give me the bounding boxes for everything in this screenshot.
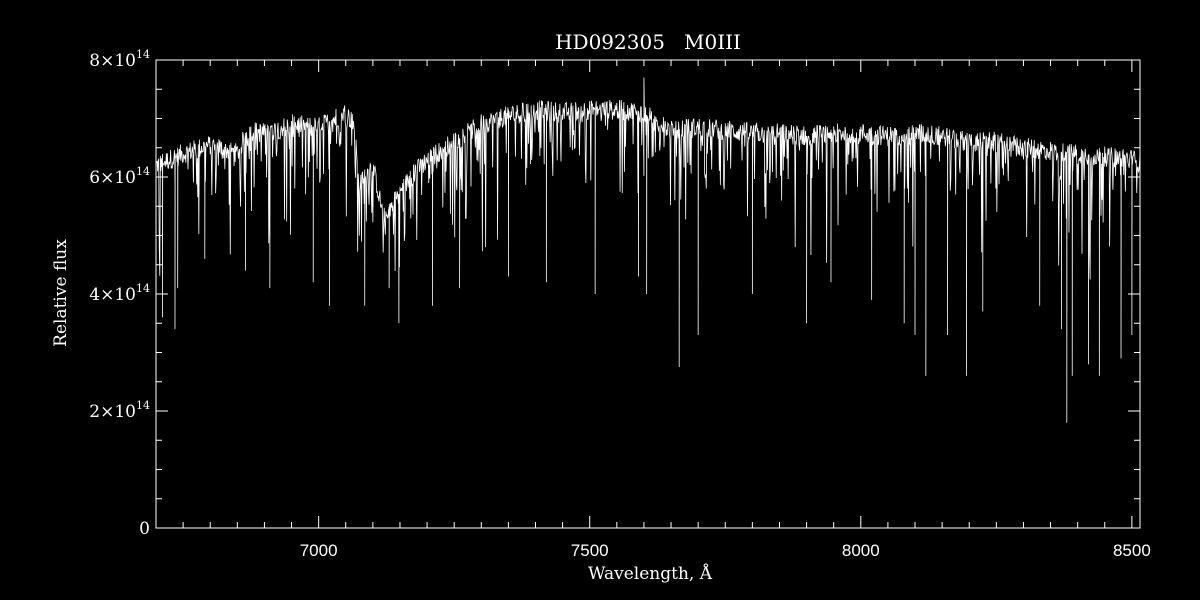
plot-axes: 7000 7500 8000 850002×10144×10146×10148×101… — [89, 48, 1150, 560]
y-tick-label: 4×1014 — [89, 282, 150, 305]
y-tick-mantissa: 6×10 — [89, 168, 136, 188]
y-tick-exponent: 14 — [136, 165, 150, 178]
y-tick-mantissa: 2×10 — [89, 402, 136, 422]
y-tick-label: 0 — [139, 519, 150, 539]
chart-title-star: HD092305 — [555, 30, 665, 54]
x-tick-label: 7000 — [300, 541, 338, 560]
y-axis-label: Relative flux — [51, 239, 71, 347]
y-tick-mantissa: 0 — [139, 519, 150, 539]
y-tick-exponent: 14 — [136, 282, 150, 295]
x-tick-label: 8500 — [1113, 541, 1151, 560]
spectrum-series — [155, 77, 1141, 423]
chart-title-sptype: M0III — [684, 30, 741, 54]
y-tick-label: 2×1014 — [89, 399, 150, 422]
y-tick-label: 8×1014 — [89, 48, 150, 71]
y-tick-exponent: 14 — [136, 48, 150, 61]
y-tick-label: 6×1014 — [89, 165, 150, 188]
spectrum-line — [155, 77, 1141, 423]
y-tick-mantissa: 8×10 — [89, 51, 136, 71]
chart-title: HD092305 M0III — [555, 30, 741, 54]
y-tick-exponent: 14 — [136, 399, 150, 412]
y-tick-mantissa: 4×10 — [89, 285, 136, 305]
x-tick-label: 7500 — [571, 541, 609, 560]
x-axis-label: Wavelength, Å — [588, 563, 713, 584]
chart-title-separator — [665, 30, 684, 54]
x-tick-label: 8000 — [842, 541, 880, 560]
